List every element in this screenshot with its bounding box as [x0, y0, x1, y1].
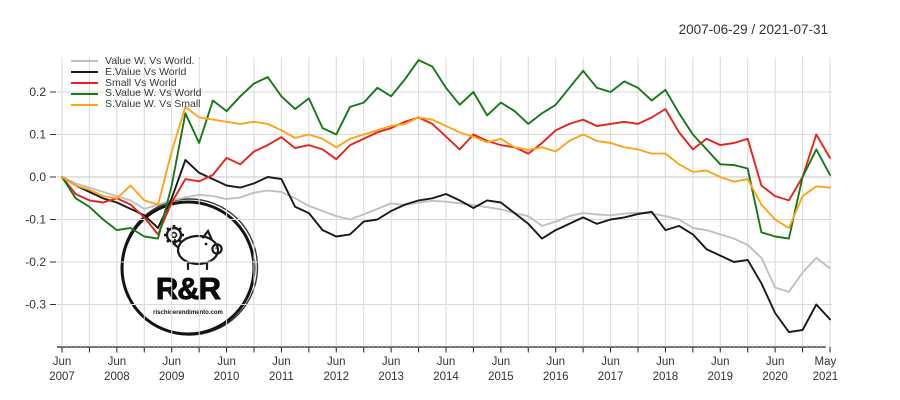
x-tick-label: Jun — [272, 356, 291, 368]
x-tick-label: 2011 — [269, 371, 294, 383]
x-tick-label: Jun — [656, 356, 675, 368]
piggy-bank-icon — [173, 228, 223, 271]
x-tick-label: 2015 — [488, 371, 514, 383]
y-tick-label: 0.0 — [29, 170, 46, 184]
y-tick-label: 0.1 — [29, 128, 46, 142]
x-tick-label: 2010 — [214, 371, 240, 383]
legend-item-0: Value W. Vs World. — [71, 56, 201, 67]
legend-item-1: E.Value Vs World — [71, 65, 201, 78]
legend-swatch — [71, 92, 98, 95]
x-tick-label: Jun — [601, 356, 620, 368]
x-tick-label: 2020 — [762, 371, 788, 383]
gridlines — [57, 57, 832, 347]
x-tick-label: 2007 — [49, 371, 75, 383]
y-tick-label: -0.2 — [25, 255, 46, 269]
legend-swatch — [71, 103, 98, 106]
legend-swatch — [71, 60, 98, 63]
x-axis: Jun 2007 Jun 2008 Jun 2009 Jun 2010 Jun 2011 Jun 20… — [49, 344, 839, 383]
x-tick-label: 2013 — [378, 371, 404, 383]
y-tick-label: -0.1 — [25, 213, 46, 227]
x-tick-label: Jun — [162, 356, 181, 368]
legend-label: Value W. Vs World. — [105, 55, 195, 67]
legend-label: S.Value W. Vs Small — [105, 98, 201, 111]
x-tick-label: 2008 — [104, 371, 130, 383]
x-tick-label: Jun — [492, 356, 511, 368]
y-tick-label: -0.3 — [25, 298, 46, 312]
x-tick-label: 2016 — [543, 371, 569, 383]
y-tick-label: 0.2 — [29, 85, 46, 99]
series-line-0 — [61, 176, 831, 293]
series-line-4 — [61, 105, 831, 229]
rr-logo: R&R rischioerendimento.com — [120, 198, 259, 336]
x-tick-label: 2021 — [813, 371, 839, 383]
x-tick-label: Jun — [546, 356, 565, 368]
x-tick-label: 2019 — [707, 371, 733, 383]
chart-legend: Value W. Vs World. E.Value Vs World Small … — [71, 56, 201, 110]
logo-text: R&R — [156, 271, 221, 306]
legend-label: S.Value W. Vs World — [105, 87, 202, 100]
legend-label: E.Value Vs World — [105, 65, 187, 78]
x-tick-label: Jun — [327, 356, 346, 368]
x-tick-label: Jun — [766, 356, 785, 368]
x-tick-label: Jun — [382, 356, 401, 368]
series-line-3 — [61, 59, 831, 240]
legend-label: Small Vs World — [105, 76, 177, 89]
series-line-2 — [61, 108, 831, 236]
legend-item-3: S.Value W. Vs World — [71, 88, 201, 99]
x-tick-label: Jun — [711, 356, 730, 368]
legend-item-4: S.Value W. Vs Small — [71, 99, 201, 110]
x-tick-label: 2012 — [323, 371, 349, 383]
date-range-label: 2007-06-29 / 2021-07-31 — [678, 22, 828, 37]
legend-swatch — [71, 71, 98, 74]
x-tick-label: May — [815, 356, 837, 368]
legend-swatch — [71, 81, 98, 84]
x-tick-label: Jun — [108, 356, 127, 368]
x-tick-label: 2017 — [598, 371, 624, 383]
x-tick-label: 2014 — [433, 371, 459, 383]
x-tick-label: Jun — [53, 356, 72, 368]
legend-item-2: Small Vs World — [71, 76, 201, 89]
series-line-1 — [61, 159, 831, 334]
x-tick-label: 2009 — [159, 371, 185, 383]
x-tick-label: Jun — [437, 356, 456, 368]
y-axis: 0.2 0.1 0.0 -0.1 -0.2 -0.3 — [25, 85, 56, 312]
x-tick-label: Jun — [217, 356, 236, 368]
logo-url: rischioerendimento.com — [153, 310, 223, 316]
x-tick-label: 2018 — [653, 371, 679, 383]
